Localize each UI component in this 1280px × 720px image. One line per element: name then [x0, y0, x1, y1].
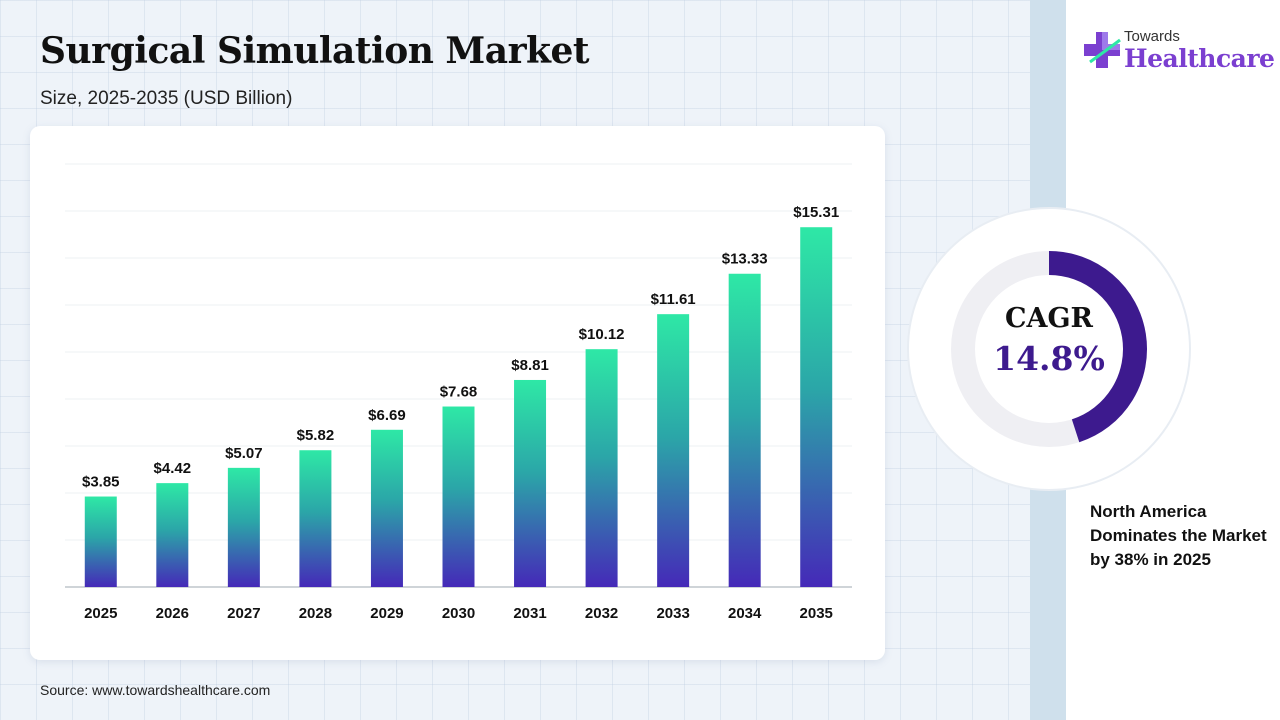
bar-chart: $3.85 $4.42 $5.07 $5.82 $6.69 $7.68 $8.81 $10.1…	[65, 163, 852, 622]
data-label-2026: $4.42	[154, 460, 192, 477]
bar-2025	[84, 496, 117, 587]
region-note: North America Dominates the Market by 38…	[1090, 502, 1267, 569]
bar-2032	[585, 349, 618, 587]
x-tick-label-2028: 2028	[299, 605, 332, 622]
bar-2030	[442, 406, 475, 587]
data-label-2031: $8.81	[511, 357, 549, 374]
x-tick-label-2031: 2031	[513, 605, 546, 622]
x-tick-label-2027: 2027	[227, 605, 260, 622]
x-tick-label-2025: 2025	[84, 605, 117, 622]
brand-logo	[1080, 26, 1270, 78]
medical-cross-icon	[1084, 32, 1121, 68]
page-subtitle: Size, 2025-2035 (USD Billion)	[40, 88, 293, 109]
data-label-2028: $5.82	[297, 427, 335, 444]
data-label-2027: $5.07	[225, 445, 263, 462]
x-tick-label-2032: 2032	[585, 605, 618, 622]
data-label-2035: $15.31	[793, 204, 839, 221]
bar-2035	[800, 227, 833, 587]
data-label-2030: $7.68	[440, 384, 478, 401]
bar-2026	[156, 483, 189, 587]
data-label-2029: $6.69	[368, 407, 406, 424]
bar-2029	[370, 429, 403, 587]
cagr-label: CAGR	[1005, 303, 1093, 334]
bar-2031	[514, 379, 547, 587]
x-tick-label-2030: 2030	[442, 605, 475, 622]
data-label-2034: $13.33	[722, 251, 768, 268]
cagr-value: 14.8%	[993, 339, 1105, 378]
page-title: Surgical Simulation Market	[40, 30, 590, 72]
chart-card: $3.85 $4.42 $5.07 $5.82 $6.69 $7.68 $8.81 $10.1…	[30, 126, 885, 660]
cagr-donut: CAGR 14.8%	[905, 205, 1193, 493]
bar-2034	[728, 273, 761, 587]
x-tick-label-2026: 2026	[156, 605, 189, 622]
x-tick-label-2033: 2033	[656, 605, 689, 622]
x-tick-label-2034: 2034	[728, 605, 762, 622]
bar-2027	[227, 467, 260, 587]
bar-2033	[657, 314, 690, 587]
data-label-2025: $3.85	[82, 474, 120, 491]
cagr-ring	[907, 207, 1191, 491]
data-label-2033: $11.61	[651, 291, 696, 308]
cagr-ring-arc	[1048, 251, 1147, 443]
x-tick-label-2035: 2035	[800, 605, 833, 622]
data-label-2032: $10.12	[579, 326, 625, 343]
logo-text-big: Healthcare	[1124, 44, 1275, 73]
source-note: Source: www.towardshealthcare.com	[40, 682, 271, 698]
x-tick-label-2029: 2029	[370, 605, 403, 622]
logo-text-small: Towards	[1124, 28, 1180, 45]
bar-2028	[299, 450, 332, 587]
